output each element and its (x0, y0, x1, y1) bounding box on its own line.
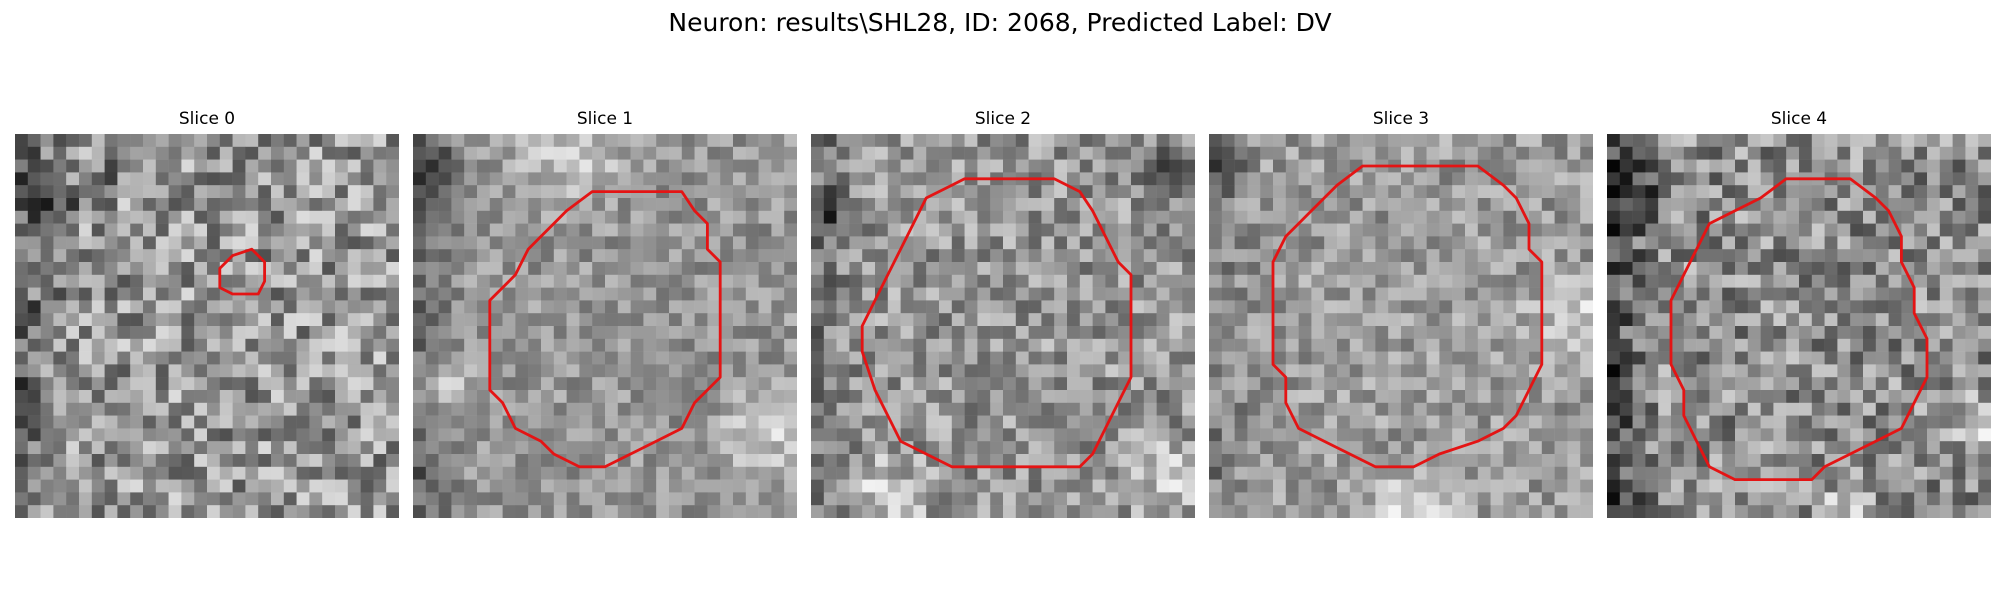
roi-outline (1271, 164, 1544, 469)
roi-outline (488, 190, 722, 469)
slice-title: Slice 3 (1372, 109, 1430, 129)
slice-image (1607, 134, 1991, 518)
slice-image (15, 134, 399, 518)
slice-image (1209, 134, 1593, 518)
roi-outline (1669, 177, 1929, 482)
slice-title: Slice 4 (1770, 109, 1828, 129)
slice-title: Slice 0 (178, 109, 236, 129)
figure-title: Neuron: results\SHL28, ID: 2068, Predict… (668, 8, 1332, 37)
roi-outline (218, 247, 267, 296)
slice-title: Slice 1 (576, 109, 634, 129)
slice-image (413, 134, 797, 518)
slice-image (811, 134, 1195, 518)
roi-outline (860, 177, 1133, 469)
slice-title: Slice 2 (974, 109, 1032, 129)
